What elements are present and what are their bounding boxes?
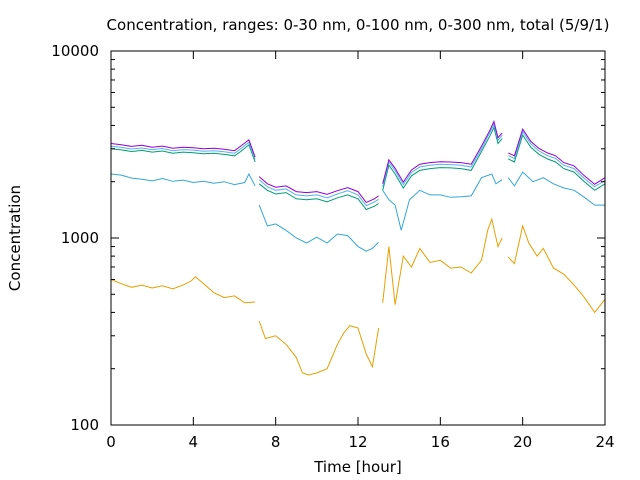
y-axis-label: Concentration [6, 185, 24, 291]
x-tick-label: 0 [106, 433, 116, 451]
series-1-line-segment-1 [110, 276, 256, 304]
series-4-line-segment-3 [382, 122, 503, 187]
series-3-line-segment-4 [508, 133, 606, 191]
ticks-layer: 0 4 8 12 16 20 24 100 1000 10000 [51, 42, 614, 451]
x-tick-label: 20 [513, 433, 532, 451]
y-tick-label: 100 [70, 416, 99, 434]
series-5-line-segment-3 [382, 119, 503, 184]
x-axis-label: Time [hour] [313, 458, 402, 476]
series-5-line-segment-1 [110, 138, 256, 158]
series-1-line-segment-4 [507, 224, 606, 314]
series-1-line-segment-2 [258, 320, 380, 376]
series-3-line-segment-2 [258, 183, 379, 211]
x-tick-label: 24 [595, 433, 614, 451]
series-layer [110, 119, 606, 376]
series-3-line-segment-1 [110, 143, 256, 163]
series-4-line-segment-4 [508, 130, 606, 188]
chart-title: Concentration, ranges: 0-30 nm, 0-100 nm… [107, 16, 610, 34]
x-tick-label: 8 [271, 433, 281, 451]
y-tick-label: 10000 [51, 42, 99, 60]
series-4-line-segment-2 [258, 179, 379, 207]
series-4-line-segment-1 [110, 141, 256, 160]
x-tick-label: 16 [431, 433, 450, 451]
series-5-line-segment-4 [508, 128, 606, 185]
plot-frame [110, 50, 606, 426]
x-tick-label: 12 [348, 433, 367, 451]
series-2-line-segment-4 [507, 171, 605, 206]
y-tick-label: 1000 [61, 229, 99, 247]
x-tick-label: 4 [189, 433, 199, 451]
series-3-line-segment-3 [382, 126, 503, 191]
series-2-line-segment-2 [258, 204, 379, 252]
series-1-line-segment-3 [382, 217, 503, 305]
series-5-line-segment-2 [258, 176, 379, 204]
series-2-line-segment-3 [382, 173, 503, 231]
series-2-line-segment-1 [110, 172, 256, 187]
